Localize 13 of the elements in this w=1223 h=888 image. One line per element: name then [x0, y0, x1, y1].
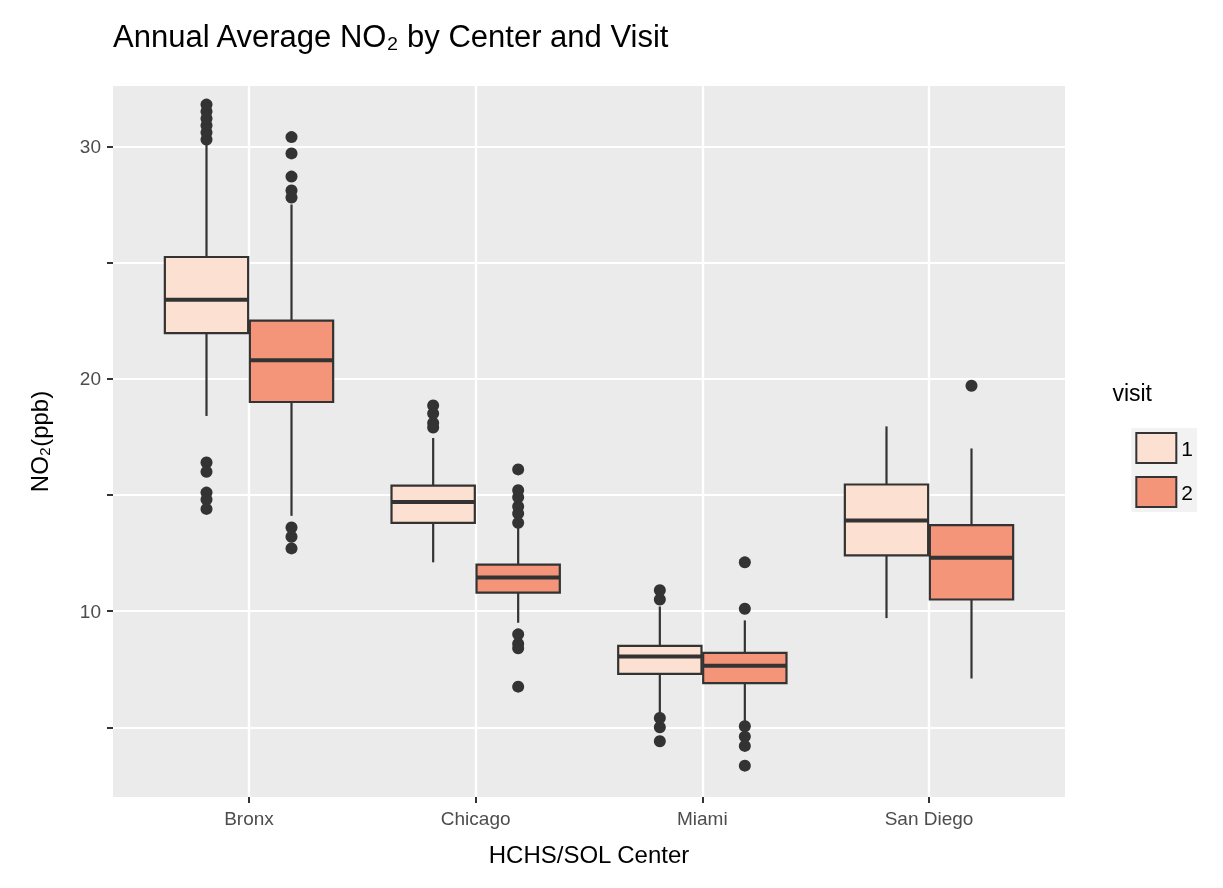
y-tick-label: 20 — [79, 368, 101, 390]
legend-label: 1 — [1181, 436, 1194, 460]
x-tick-label: Miami — [677, 808, 728, 829]
x-tick-label: Bronx — [224, 808, 275, 829]
x-tick-label: San Diego — [884, 808, 974, 829]
chart-title: Annual Average NO₂ by Center and Visit — [113, 19, 669, 54]
y-axis-title: NO₂(ppb) — [25, 390, 53, 493]
y-tick-label: 10 — [79, 600, 101, 622]
legend-label: 2 — [1181, 480, 1194, 504]
x-tick-label: Chicago — [440, 808, 511, 829]
legend-title: visit — [1112, 379, 1153, 406]
x-axis-title: HCHS/SOL Center — [488, 840, 690, 868]
y-tick-label: 30 — [79, 135, 101, 157]
